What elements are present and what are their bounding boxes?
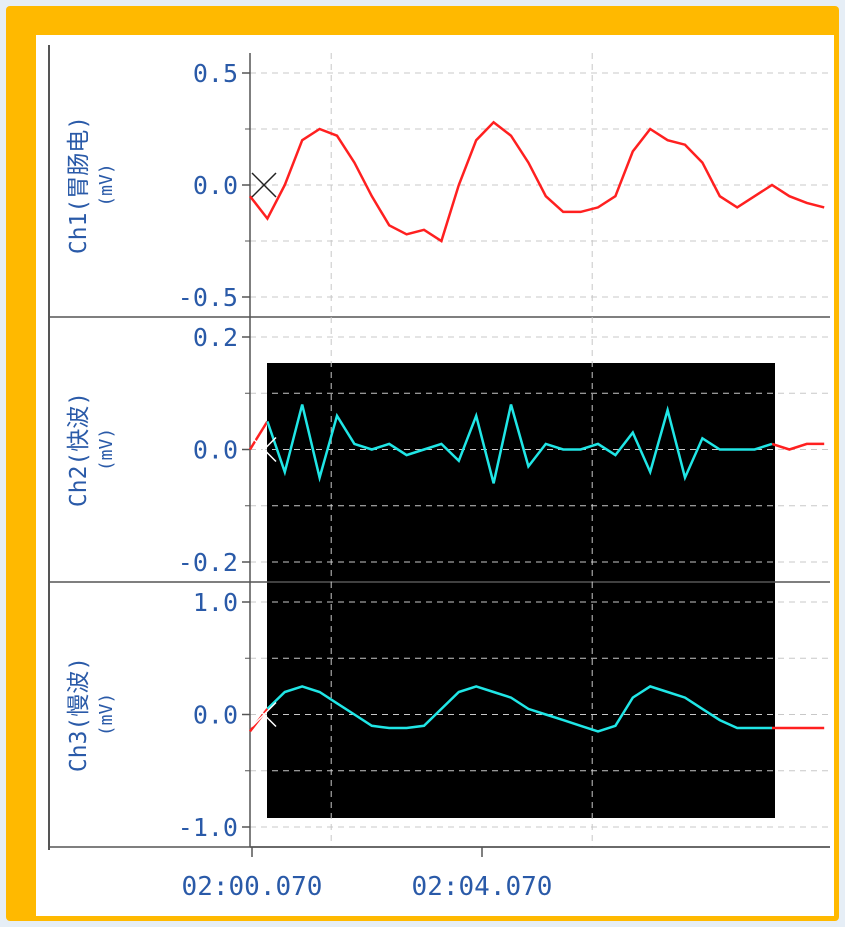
chart-panel: 0.5 0.0 -0.5 Ch1(胃肠电) (mV) 0.2 0.0 -0.2 Ch2(快波)(… [36, 35, 834, 916]
trace-raw-segment [771, 442, 825, 451]
y-axis-unit: (mV) [96, 428, 117, 471]
x-tick-label: 02:00.070 [182, 872, 323, 902]
cursor-cross-icon [251, 172, 277, 198]
trace-filtered-ch2 [266, 404, 773, 484]
cursor-cross-icon [251, 701, 277, 728]
y-axis-label: Ch1(胃肠电) [66, 116, 92, 254]
y-tick-label: 0.0 [193, 171, 238, 200]
trace-raw-segment [248, 420, 269, 451]
y-tick-label: -0.2 [178, 548, 238, 577]
chart-frame: 0.5 0.0 -0.5 Ch1(胃肠电) (mV) 0.2 0.0 -0.2 Ch2(快波)(… [6, 6, 839, 921]
highlight-window [267, 363, 775, 818]
y-axis-unit: (mV) [96, 163, 117, 206]
y-tick-label: 0.5 [193, 59, 238, 88]
y-axis-label: Ch3(慢波) [66, 657, 92, 772]
trace-filtered-ch3 [266, 685, 772, 733]
y-tick-label: 0.2 [193, 323, 238, 352]
cursor-cross-icon [251, 436, 277, 463]
y-tick-label: -0.5 [178, 283, 238, 312]
y-axis-label: Ch2(快波) [66, 392, 92, 507]
y-tick-label: 0.0 [193, 436, 238, 465]
y-tick-label: -1.0 [178, 813, 238, 842]
x-tick-label: 02:04.070 [412, 872, 553, 902]
y-tick-label: 1.0 [193, 588, 238, 617]
y-axis-unit: (mV) [96, 693, 117, 736]
y-tick-label: 0.0 [193, 701, 238, 730]
trace-ch1 [249, 120, 825, 243]
